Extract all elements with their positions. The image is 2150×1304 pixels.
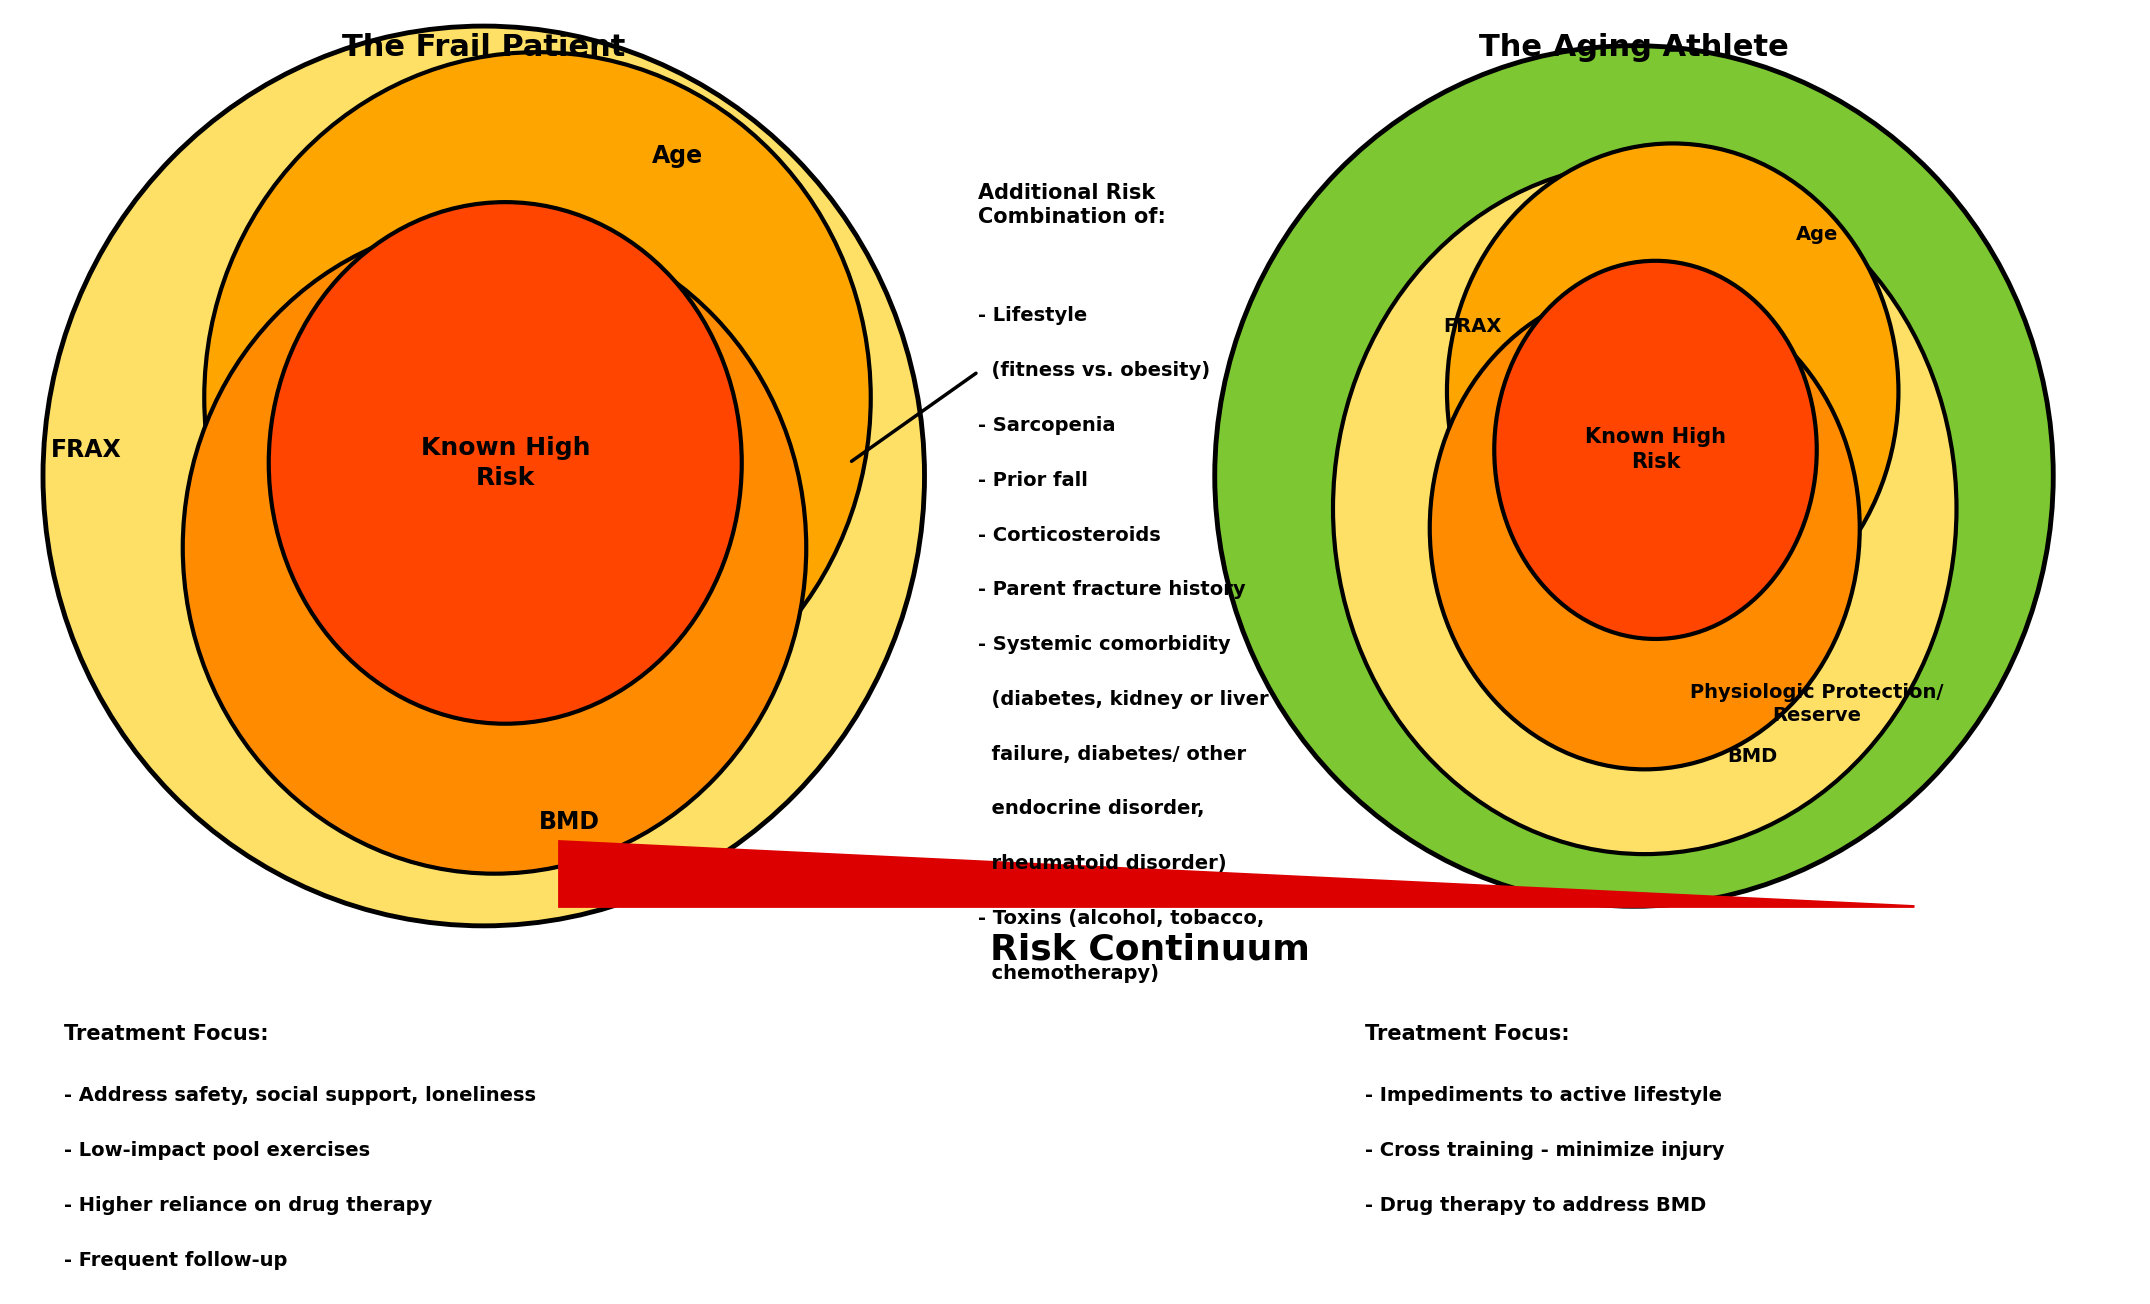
Text: Age: Age: [651, 145, 703, 168]
Text: BMD: BMD: [1726, 747, 1778, 765]
Text: The Frail Patient: The Frail Patient: [342, 33, 626, 61]
Ellipse shape: [1215, 46, 2053, 906]
Text: - Toxins (alcohol, tobacco,: - Toxins (alcohol, tobacco,: [978, 909, 1264, 928]
Text: Risk Continuum: Risk Continuum: [991, 932, 1309, 966]
Text: BMD: BMD: [540, 810, 600, 833]
Text: - Lifestyle: - Lifestyle: [978, 306, 1088, 326]
Ellipse shape: [43, 26, 924, 926]
Text: Additional Risk
Combination of:: Additional Risk Combination of:: [978, 183, 1165, 227]
Text: Age: Age: [1795, 226, 1838, 244]
Text: (fitness vs. obesity): (fitness vs. obesity): [978, 361, 1210, 381]
Text: - Parent fracture history: - Parent fracture history: [978, 580, 1245, 600]
Text: - Drug therapy to address BMD: - Drug therapy to address BMD: [1365, 1196, 1707, 1215]
Text: - Corticosteroids: - Corticosteroids: [978, 526, 1161, 545]
Text: rheumatoid disorder): rheumatoid disorder): [978, 854, 1228, 874]
Ellipse shape: [1447, 143, 1898, 639]
Text: Treatment Focus:: Treatment Focus:: [64, 1024, 269, 1043]
Polygon shape: [559, 841, 1914, 906]
Text: (diabetes, kidney or liver: (diabetes, kidney or liver: [978, 690, 1268, 709]
Text: FRAX: FRAX: [52, 438, 120, 462]
Text: - Low-impact pool exercises: - Low-impact pool exercises: [64, 1141, 370, 1161]
Text: - Address safety, social support, loneliness: - Address safety, social support, loneli…: [64, 1086, 538, 1106]
Ellipse shape: [204, 52, 871, 743]
Text: - Sarcopenia: - Sarcopenia: [978, 416, 1116, 436]
Text: chemotherapy): chemotherapy): [978, 964, 1159, 983]
Text: - Higher reliance on drug therapy: - Higher reliance on drug therapy: [64, 1196, 432, 1215]
Text: failure, diabetes/ other: failure, diabetes/ other: [978, 745, 1247, 764]
Text: Known High
Risk: Known High Risk: [1585, 428, 1726, 472]
Text: Treatment Focus:: Treatment Focus:: [1365, 1024, 1570, 1043]
Text: FRAX: FRAX: [1443, 317, 1503, 335]
Text: endocrine disorder,: endocrine disorder,: [978, 799, 1204, 819]
Text: The Aging Athlete: The Aging Athlete: [1479, 33, 1789, 61]
Ellipse shape: [269, 202, 742, 724]
Ellipse shape: [1333, 163, 1956, 854]
Text: Known High
Risk: Known High Risk: [421, 436, 589, 490]
Text: - Frequent follow-up: - Frequent follow-up: [64, 1251, 288, 1270]
Text: - Systemic comorbidity: - Systemic comorbidity: [978, 635, 1230, 655]
Text: - Prior fall: - Prior fall: [978, 471, 1088, 490]
Text: - Impediments to active lifestyle: - Impediments to active lifestyle: [1365, 1086, 1722, 1106]
Ellipse shape: [1494, 261, 1817, 639]
Text: - Cross training - minimize injury: - Cross training - minimize injury: [1365, 1141, 1724, 1161]
Ellipse shape: [1430, 287, 1860, 769]
Ellipse shape: [183, 222, 806, 874]
Text: Physiologic Protection/
Reserve: Physiologic Protection/ Reserve: [1690, 683, 1944, 725]
